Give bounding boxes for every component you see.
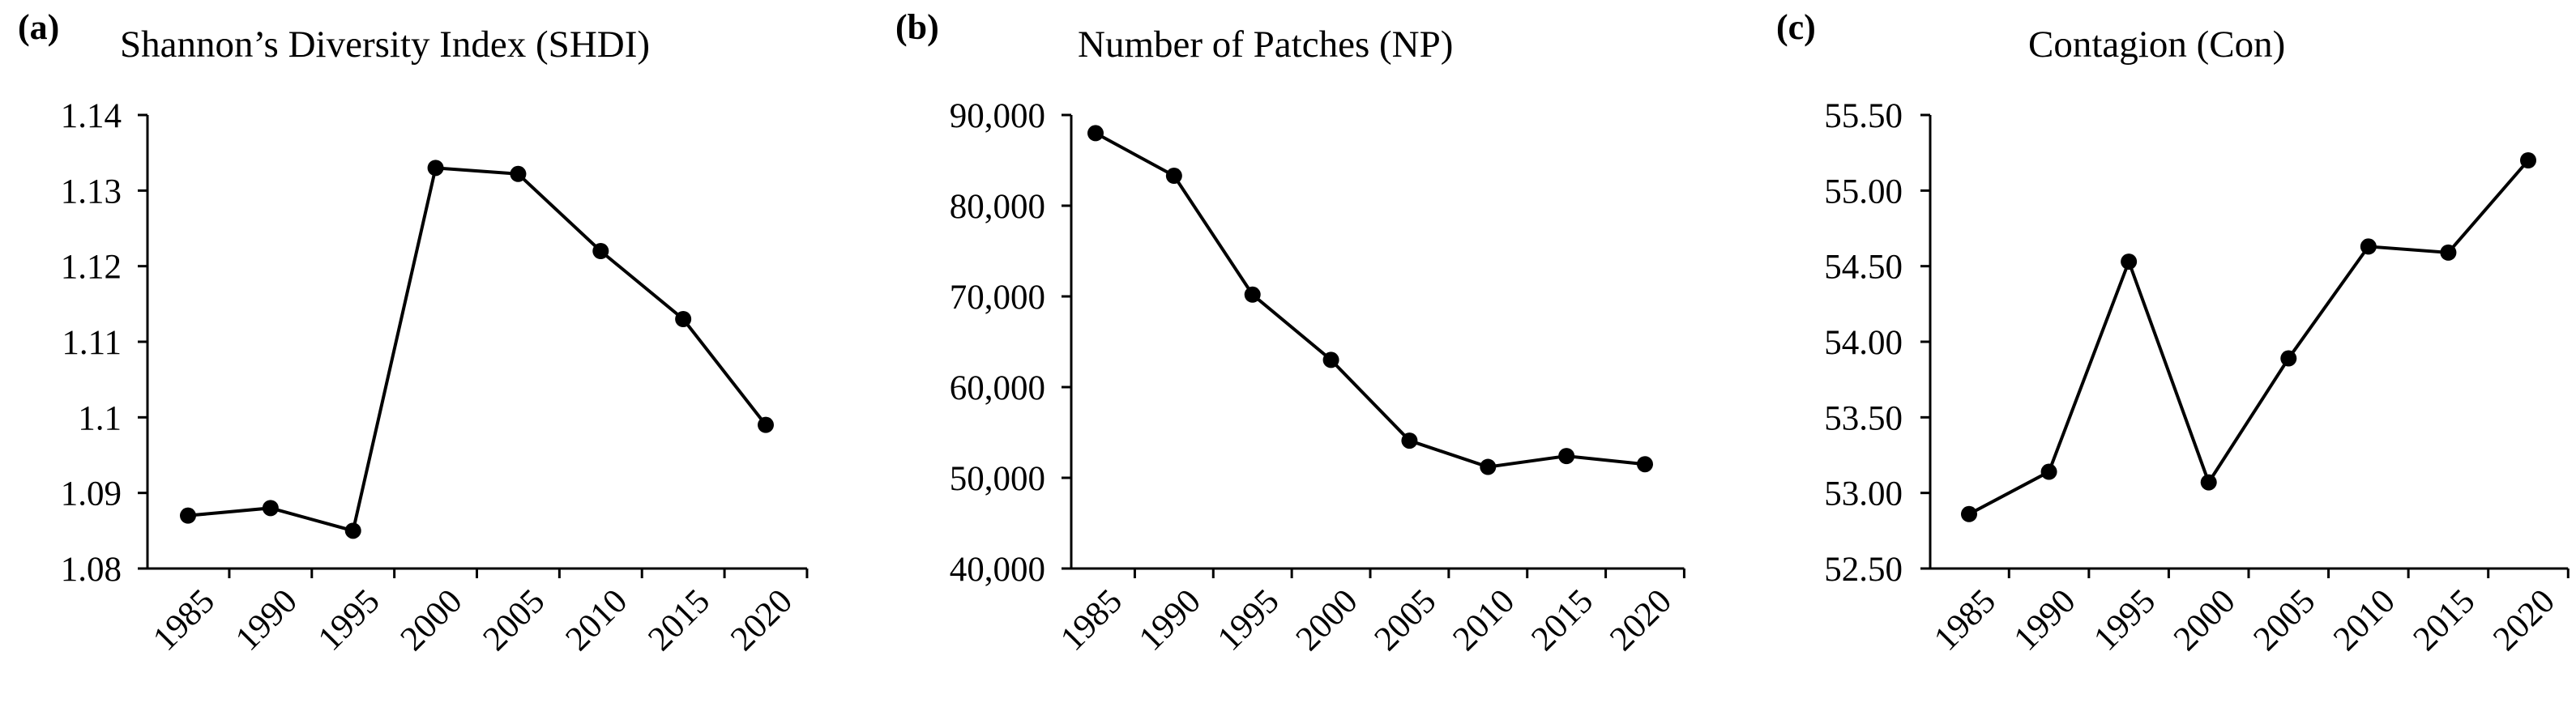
panel-a-point-2020 (758, 416, 774, 433)
panel-c-xtick-label: 2010 (2326, 582, 2403, 658)
panel-a-point-2000 (427, 160, 444, 177)
panel-b-ytick-label: 40,000 (950, 551, 1045, 589)
panel-b-xtick-label: 1995 (1211, 582, 1287, 658)
panel-b-ytick-label: 90,000 (950, 97, 1045, 135)
panel-a-ytick-label: 1.14 (61, 97, 122, 135)
panel-a-xtick-label: 2020 (724, 582, 800, 658)
panel-b-point-1985 (1087, 125, 1104, 142)
panel-c-xtick-label: 1995 (2087, 582, 2163, 658)
panel-b-xtick-label: 2000 (1289, 582, 1365, 658)
panel-c-xtick-label: 2005 (2246, 582, 2322, 658)
panel-c-ytick-label: 52.50 (1824, 551, 1903, 589)
panel-c-xtick-label: 2020 (2486, 582, 2562, 658)
panel-b-point-2015 (1558, 448, 1575, 465)
panel-a-xtick-label: 2005 (476, 582, 552, 658)
panel-b-point-1995 (1244, 286, 1261, 303)
panel-b-xtick-label: 2020 (1603, 582, 1679, 658)
panel-a-xtick-label: 1985 (146, 582, 222, 658)
panel-c-xtick-label: 1990 (2007, 582, 2083, 658)
panel-c-xtick-label: 2000 (2167, 582, 2243, 658)
panel-b-xtick-label: 2005 (1367, 582, 1443, 658)
panel-c-point-1995 (2121, 253, 2138, 270)
panel-a-ytick-label: 1.12 (61, 249, 122, 287)
panel-c-ytick-label: 53.00 (1824, 475, 1903, 513)
panel-b-label: (b) (895, 7, 939, 47)
panel-c-point-2010 (2360, 238, 2377, 255)
panel-a-ytick-label: 1.09 (61, 475, 122, 513)
panel-b-ytick-label: 80,000 (950, 188, 1045, 226)
panel-c-ytick-label: 53.50 (1824, 399, 1903, 437)
panel-a-xtick-label: 1990 (229, 582, 305, 658)
panel-a-label: (a) (18, 7, 59, 47)
panel-c: (c) Contagion (Con) 52.50 53.00 53.50 54.00… (1776, 7, 2570, 658)
panel-b-ytick-label: 70,000 (950, 279, 1045, 317)
panel-c-ytick-label: 54.00 (1824, 324, 1903, 362)
panel-c-title: Contagion (Con) (2028, 23, 2285, 66)
panel-c-label: (c) (1776, 7, 1816, 47)
panel-a-xtick-label: 2010 (558, 582, 634, 658)
panel-c-point-2020 (2520, 152, 2536, 168)
panel-a-point-2005 (510, 165, 527, 182)
panel-a-point-1995 (344, 522, 361, 539)
panel-a-xtick-label: 2000 (394, 582, 470, 658)
panel-a-point-1990 (262, 500, 279, 517)
panel-b-ytick-label: 50,000 (950, 460, 1045, 498)
panel-c-point-1985 (1961, 505, 1977, 522)
panel-a-title: Shannon’s Diversity Index (SHDI) (120, 23, 650, 66)
panel-c-xtick-label: 1985 (1927, 582, 2003, 658)
panel-b-point-2005 (1401, 432, 1418, 449)
panel-b-point-2020 (1637, 456, 1653, 473)
panel-b-xtick-label: 1990 (1132, 582, 1208, 658)
panel-a-ytick-label: 1.1 (78, 399, 122, 437)
panel-a-ytick-label: 1.08 (61, 551, 122, 589)
panel-c-xtick-label: 2015 (2406, 582, 2482, 658)
panel-a-point-2010 (592, 243, 609, 259)
panel-c-ytick-label: 55.50 (1824, 97, 1903, 135)
panel-a-series-line (187, 166, 767, 533)
panel-b-ytick-label: 60,000 (950, 369, 1045, 407)
panel-b-title: Number of Patches (NP) (1078, 23, 1453, 66)
panel-c-series-line (1968, 159, 2530, 516)
panel-c-point-2015 (2440, 244, 2457, 261)
panel-a-point-1985 (180, 507, 196, 524)
panel-a-xtick-label: 2015 (641, 582, 717, 658)
panel-b-xtick-label: 2015 (1524, 582, 1600, 658)
panel-c-point-2005 (2280, 350, 2297, 367)
panel-b-point-2000 (1322, 351, 1339, 368)
panel-a-point-2015 (675, 311, 692, 327)
panel-a-ytick-label: 1.13 (61, 172, 122, 211)
panel-a-ytick-label: 1.11 (62, 324, 122, 362)
panel-b-xtick-label: 1985 (1053, 582, 1130, 658)
panel-b-point-2010 (1480, 458, 1497, 475)
panel-b: (b) Number of Patches (NP) 40,000 50,000 6… (895, 7, 1685, 658)
panel-b-series-line (1095, 131, 1646, 469)
panel-c-point-1990 (2040, 463, 2057, 480)
panel-a-xtick-label: 1995 (311, 582, 387, 658)
panel-c-ytick-label: 54.50 (1824, 249, 1903, 287)
panel-b-xtick-label: 2010 (1446, 582, 1522, 658)
panel-c-point-2000 (2200, 474, 2217, 491)
panel-b-point-1990 (1165, 168, 1182, 185)
panel-a: (a) Shannon’s Diversity Index (SHDI) 1.0… (18, 7, 809, 658)
panel-c-ytick-label: 55.00 (1824, 172, 1903, 211)
